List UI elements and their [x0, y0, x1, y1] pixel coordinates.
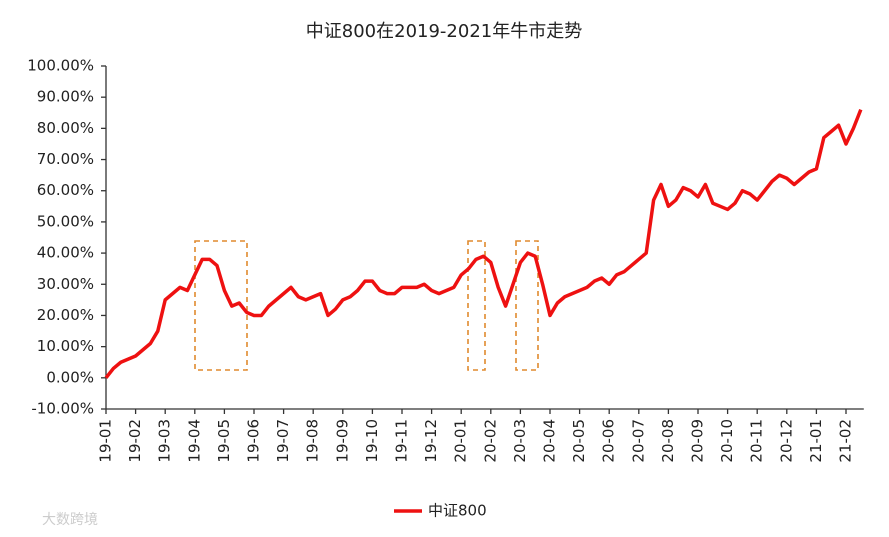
- x-tick-label: 19-06: [245, 419, 263, 463]
- x-tick-label: 20-05: [570, 419, 588, 463]
- legend-label: 中证800: [428, 502, 487, 520]
- y-tick-label: 0.00%: [46, 368, 94, 386]
- y-tick-label: 80.00%: [37, 119, 94, 137]
- highlight-boxes: [194, 240, 539, 371]
- x-tick-label: 19-09: [333, 419, 351, 463]
- y-tick-label: 90.00%: [37, 88, 94, 106]
- y-tick-label: 70.00%: [37, 150, 94, 168]
- x-tick-label: 19-05: [215, 419, 233, 463]
- y-tick-label: 20.00%: [37, 306, 94, 324]
- x-tick-label: 20-07: [629, 419, 647, 463]
- x-tick-label: 20-04: [541, 419, 559, 463]
- highlight-box: [194, 240, 248, 371]
- x-tick-label: 20-11: [748, 419, 766, 463]
- y-tick-label: 50.00%: [37, 212, 94, 230]
- x-tick-label: 19-10: [363, 419, 381, 463]
- x-tick-label: 20-03: [511, 419, 529, 463]
- x-tick-label: 19-04: [185, 419, 203, 463]
- y-tick-label: 60.00%: [37, 181, 94, 199]
- chart-title: 中证800在2019-2021年牛市走势: [306, 21, 582, 42]
- x-tick-label: 19-02: [126, 419, 144, 463]
- x-tick-label: 19-01: [97, 419, 115, 463]
- line: [104, 109, 863, 379]
- x-tick-label: 20-12: [777, 419, 795, 463]
- x-tick-label: 20-02: [481, 419, 499, 463]
- watermark: 大数跨境: [42, 512, 98, 528]
- x-tick-label: 19-03: [156, 419, 174, 463]
- x-tick-label: 19-11: [393, 419, 411, 463]
- x-tick-label: 20-10: [718, 419, 736, 463]
- y-tick-label: 10.00%: [37, 337, 94, 355]
- x-tick-label: 21-02: [837, 419, 855, 463]
- x-tick-label: 20-08: [659, 419, 677, 463]
- y-tick-label: 40.00%: [37, 244, 94, 262]
- y-tick-label: 30.00%: [37, 275, 94, 293]
- x-tick-label: 21-01: [807, 419, 825, 463]
- x-tick-label: 19-12: [422, 419, 440, 463]
- x-tick-label: 20-01: [452, 419, 470, 463]
- y-tick-label: -10.00%: [31, 400, 94, 418]
- x-tick-label: 20-09: [689, 419, 707, 463]
- highlight-box: [515, 240, 539, 371]
- x-tick-label: 19-08: [304, 419, 322, 463]
- highlight-box: [467, 240, 486, 371]
- x-tick-label: 19-07: [274, 419, 292, 463]
- y-tick-label: 100.00%: [27, 57, 94, 75]
- x-tick-label: 20-06: [600, 419, 618, 463]
